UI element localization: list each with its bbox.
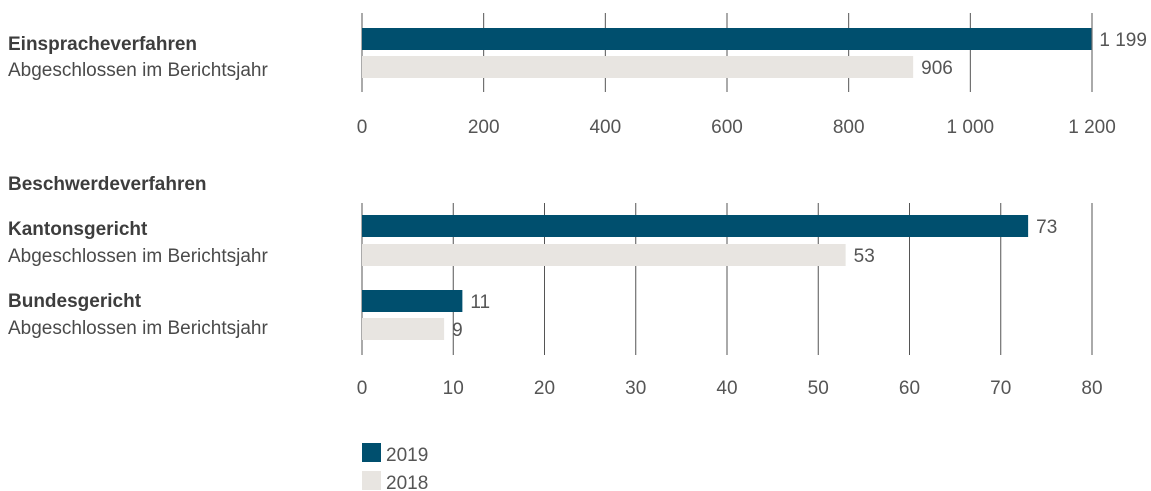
x-tick-label-1-6: 60	[899, 378, 920, 399]
x-tick-label-0-5: 1 000	[947, 117, 995, 138]
legend-swatch-2019	[362, 443, 381, 462]
x-tick-label-0-6: 1 200	[1068, 117, 1116, 138]
value-label-2019-1-1: 11	[470, 292, 490, 313]
bar-2019-1-0	[362, 215, 1029, 237]
legend-label-2019: 2019	[386, 445, 428, 466]
x-tick-label-1-7: 70	[990, 378, 1011, 399]
bar-2018-1-1	[362, 318, 445, 340]
legend-label-2018: 2018	[386, 473, 428, 491]
category-subtitle-1-0: Abgeschlossen im Berichtsjahr	[8, 246, 268, 267]
x-tick-label-1-4: 40	[716, 378, 737, 399]
value-label-2018-1-1: 9	[452, 320, 463, 341]
bar-2019-0-0	[362, 28, 1092, 50]
x-tick-label-1-1: 10	[443, 378, 464, 399]
bar-2018-1-0	[362, 244, 846, 266]
category-title-1-1: Bundesgericht	[8, 291, 142, 312]
category-subtitle-0-0: Abgeschlossen im Berichtsjahr	[8, 60, 268, 81]
bar-2019-1-1	[362, 290, 463, 312]
x-tick-label-0-3: 600	[711, 117, 743, 138]
x-tick-label-1-2: 20	[534, 378, 555, 399]
x-tick-label-1-5: 50	[808, 378, 829, 399]
legend-swatch-2018	[362, 471, 381, 490]
x-tick-label-0-4: 800	[833, 117, 865, 138]
x-tick-label-0-2: 400	[589, 117, 621, 138]
x-tick-label-1-0: 0	[357, 378, 368, 399]
x-tick-label-0-0: 0	[357, 117, 368, 138]
value-label-2019-0-0: 1 199	[1099, 30, 1147, 51]
section-title-beschwerdeverfahren: Beschwerdeverfahren	[8, 174, 207, 195]
value-label-2018-1-0: 53	[854, 246, 875, 267]
category-title-1-0: Kantonsgericht	[8, 219, 148, 240]
x-tick-label-1-8: 80	[1081, 378, 1102, 399]
category-title-0-0: Einspracheverfahren	[8, 34, 197, 55]
x-tick-label-1-3: 30	[625, 378, 646, 399]
value-label-2019-1-0: 73	[1036, 217, 1057, 238]
value-label-2018-0-0: 906	[921, 58, 953, 79]
bar-2018-0-0	[362, 56, 914, 78]
category-subtitle-1-1: Abgeschlossen im Berichtsjahr	[8, 318, 268, 339]
x-tick-label-0-1: 200	[468, 117, 500, 138]
